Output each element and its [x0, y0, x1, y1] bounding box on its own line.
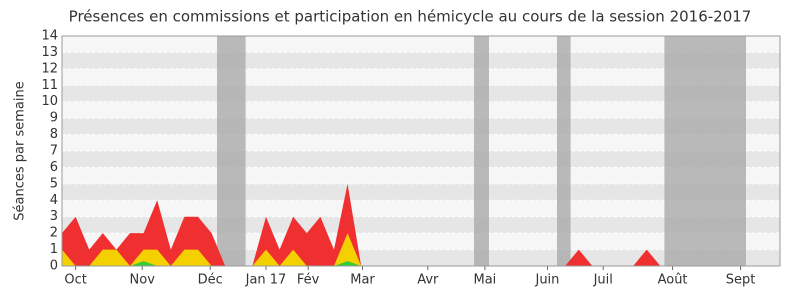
x-tick-label: Juin	[534, 273, 559, 288]
x-tick-label: Déc	[198, 273, 223, 288]
y-tick-label: 10	[41, 94, 58, 109]
chart-title: Présences en commissions et participatio…	[69, 8, 752, 26]
y-tick-label: 11	[41, 78, 58, 93]
y-tick-label: 12	[41, 61, 58, 76]
shaded-period	[217, 36, 246, 266]
x-tick-label: Sept	[726, 273, 756, 288]
y-tick-label: 3	[50, 209, 58, 224]
shaded-period	[474, 36, 489, 266]
area	[62, 183, 770, 266]
y-tick-label: 14	[41, 29, 58, 44]
y-tick-label: 13	[41, 45, 58, 60]
area	[62, 233, 770, 266]
x-tick-label: Juil	[593, 273, 613, 288]
y-tick-label: 1	[50, 242, 58, 257]
shaded-period	[556, 36, 571, 266]
y-tick-label: 6	[50, 160, 58, 175]
shaded-period	[664, 36, 747, 266]
x-tick-label: Mar	[350, 273, 375, 288]
y-tick-label: 0	[50, 259, 58, 274]
y-tick-label: 2	[50, 226, 58, 241]
y-axis-label: Séances par semaine	[13, 81, 28, 220]
y-tick-label: 9	[50, 111, 58, 126]
x-tick-label: Avr	[417, 273, 439, 288]
x-tick-label: Mai	[474, 273, 497, 288]
x-tick-label: Fév	[297, 273, 320, 288]
x-tick-label: Jan 17	[245, 273, 287, 288]
x-tick-label: Nov	[130, 273, 156, 288]
x-tick-label: Oct	[64, 273, 86, 288]
y-tick-label: 5	[50, 176, 58, 191]
y-tick-label: 7	[50, 144, 58, 159]
x-tick-label: Août	[658, 273, 688, 288]
plot-border	[61, 35, 781, 267]
y-tick-label: 4	[50, 193, 58, 208]
y-tick-label: 8	[50, 127, 58, 142]
